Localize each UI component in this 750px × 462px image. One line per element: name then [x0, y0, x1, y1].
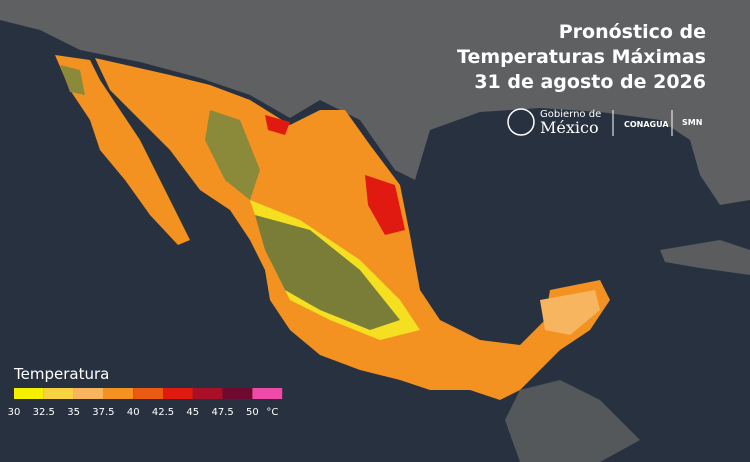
title-line: 31 de agosto de 2026: [474, 71, 706, 93]
legend-swatch: [133, 388, 163, 399]
legend-label: 50: [246, 407, 259, 418]
conagua-text: CONAGUA: [624, 120, 669, 129]
legend-unit: °C: [266, 407, 278, 418]
highland-zone: [60, 65, 85, 95]
legend: Temperatura 30 32.5 35 37.5 40 42.5 45 47.5 50 °C: [8, 365, 283, 418]
title-line: Pronóstico de: [559, 21, 706, 43]
legend-swatch: [163, 388, 193, 399]
highland-zone: [255, 215, 400, 330]
baja-california: [55, 55, 190, 245]
legend-label: 42.5: [152, 407, 174, 418]
legend-swatch: [192, 388, 223, 399]
usa-land: [0, 0, 750, 205]
legend-swatch: [43, 388, 74, 399]
hot-zone: [365, 175, 405, 235]
highland-zone: [205, 110, 260, 200]
central-america-land: [505, 380, 640, 462]
hot-zone: [265, 115, 290, 135]
yucatan-zone: [540, 290, 600, 335]
legend-swatch: [222, 388, 253, 399]
logos: Gobierno de México CONAGUA SMN: [507, 108, 702, 137]
legend-label: 32.5: [33, 407, 55, 418]
legend-swatch: [103, 388, 134, 399]
legend-title: Temperatura: [13, 365, 109, 383]
legend-label: 30: [8, 407, 21, 418]
legend-swatch: [252, 388, 283, 399]
legend-label: 35: [67, 407, 80, 418]
legend-swatch: [73, 388, 104, 399]
gobierno-emblem: [507, 108, 535, 136]
gobierno-text: México: [540, 118, 599, 137]
legend-swatch: [14, 388, 44, 399]
smn-text: SMN: [682, 118, 702, 127]
legend-label: 37.5: [92, 407, 114, 418]
legend-label: 45: [186, 407, 199, 418]
title: Pronóstico de Temperaturas Máximas 31 de a…: [457, 21, 706, 93]
gobierno-text: Gobierno de: [540, 109, 601, 120]
cuba-land: [660, 240, 750, 275]
title-line: Temperaturas Máximas: [457, 46, 706, 68]
legend-label: 40: [127, 407, 140, 418]
legend-label: 47.5: [211, 407, 233, 418]
